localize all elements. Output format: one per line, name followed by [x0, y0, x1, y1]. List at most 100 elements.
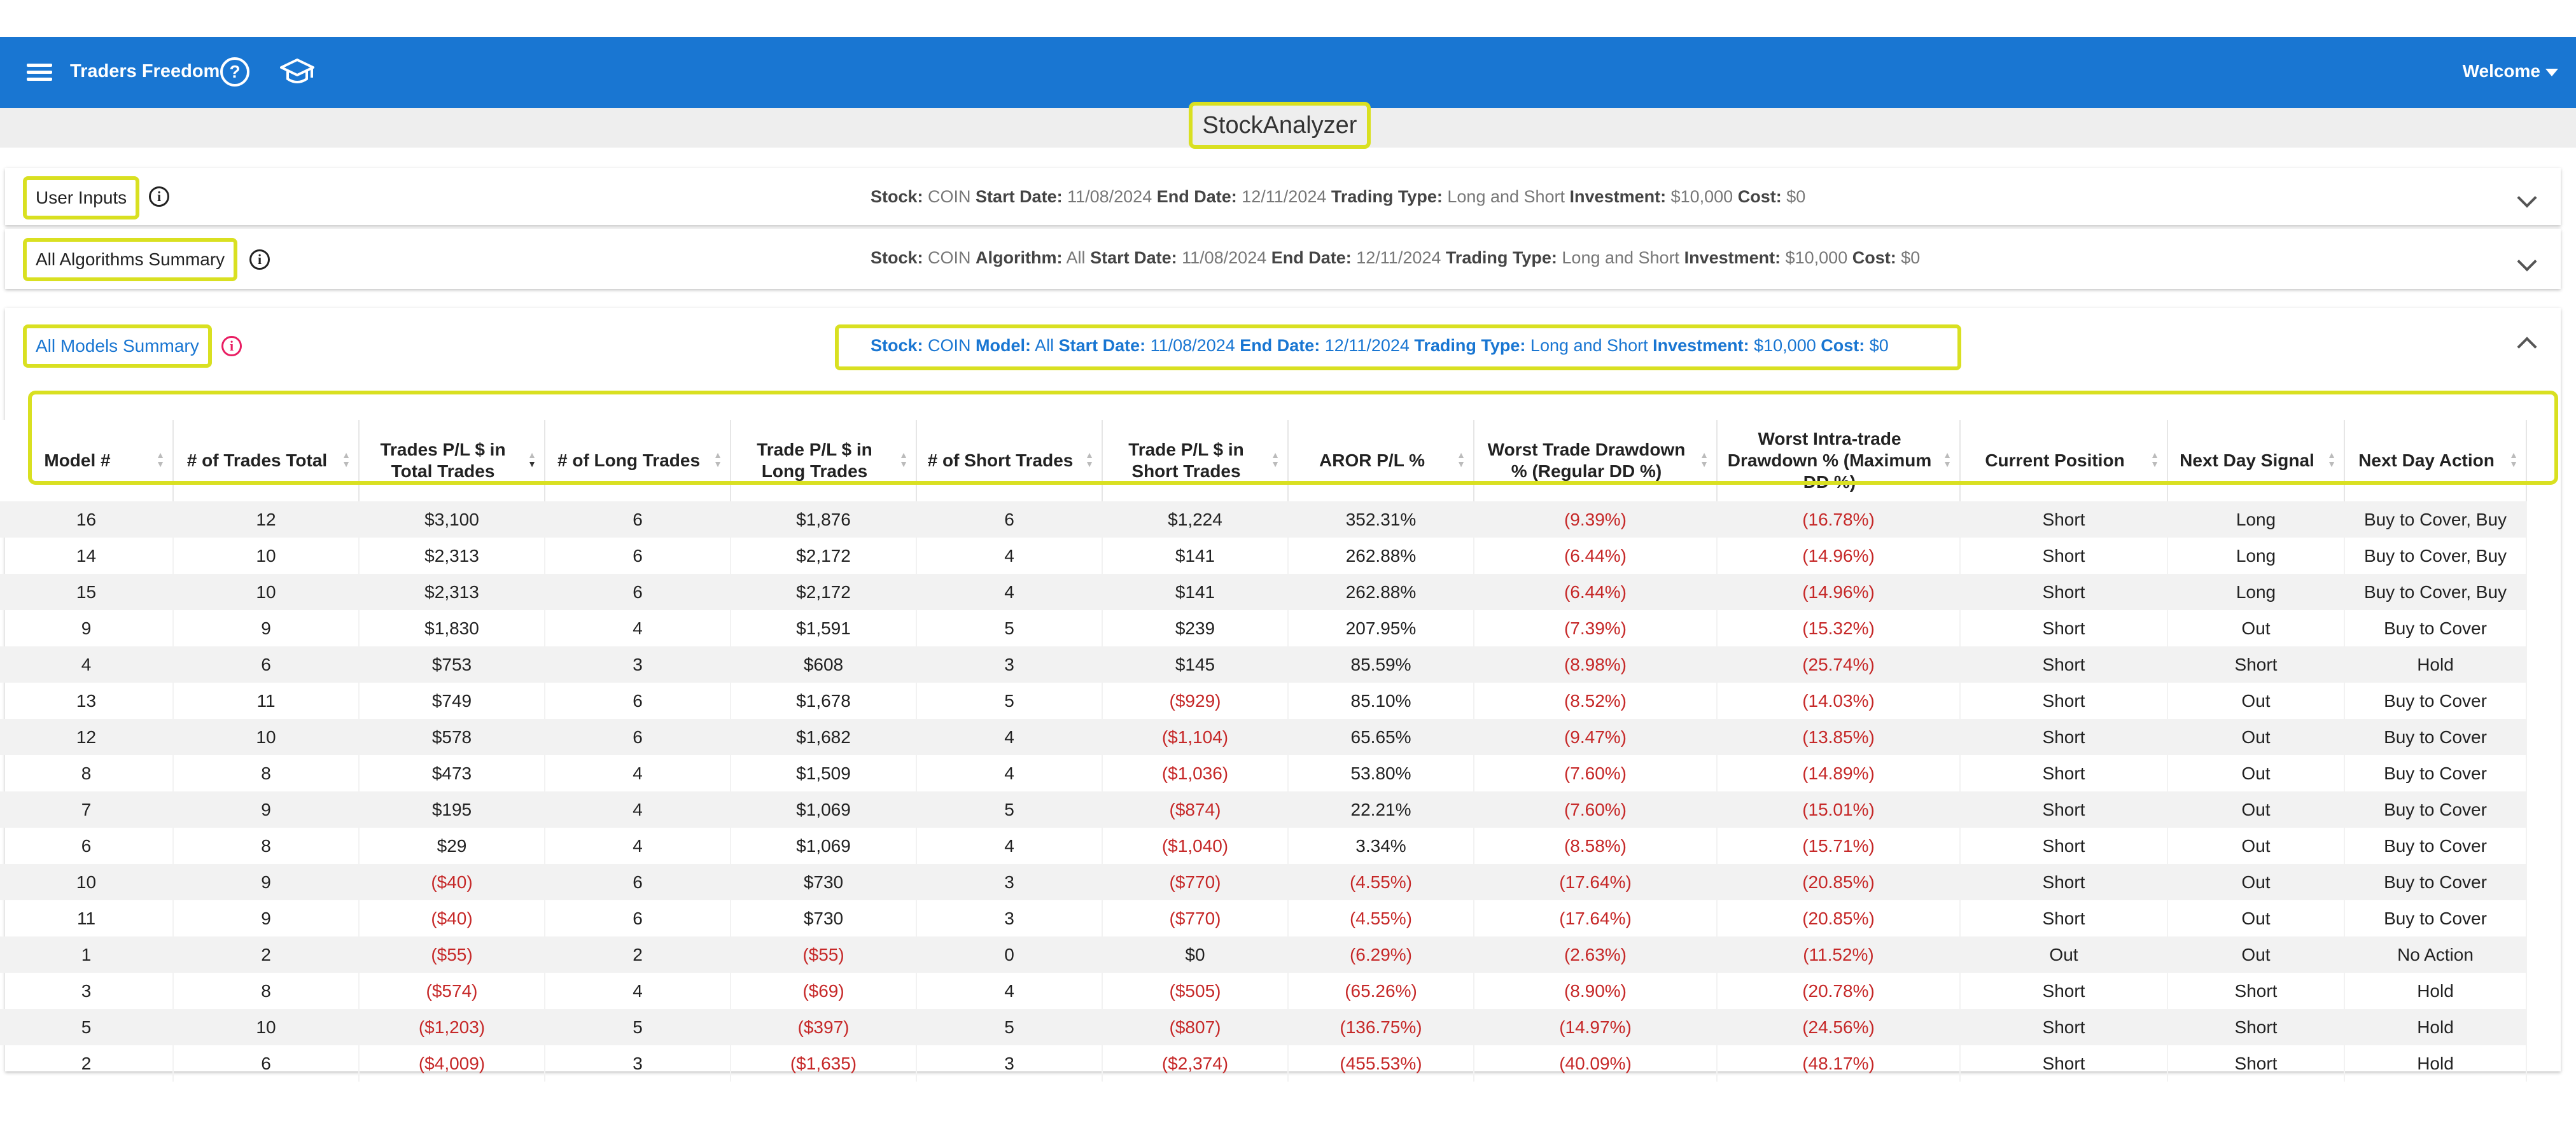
table-row[interactable]: 6 8 $29 4 $1,069 4 ($1,040) 3.34% (8.58%) (15.71%… [0, 828, 2527, 864]
column-header[interactable]: Worst Trade Drawdown % (Regular DD %) ▲ ▼ [1474, 420, 1718, 501]
table-row[interactable]: 4 6 $753 3 $608 3 $145 85.59% (8.98%) (25.74%) Sho… [0, 646, 2527, 683]
graduation-cap-icon[interactable] [280, 56, 314, 88]
welcome-menu[interactable]: Welcome [2463, 61, 2558, 81]
column-header[interactable]: Next Day Action ▲ ▼ [2344, 420, 2527, 501]
table-cell: 9 [173, 864, 360, 900]
sort-icon[interactable]: ▲ ▼ [1271, 450, 1280, 469]
table-cell: $730 [731, 864, 917, 900]
table-row[interactable]: 5 10 ($1,203) 5 ($397) 5 ($807) (136.75%) (14.97… [0, 1009, 2527, 1045]
table-cell: Buy to Cover [2344, 719, 2527, 755]
table-cell: 10 [173, 719, 360, 755]
table-cell: 1 [0, 936, 174, 973]
chevron-down-icon[interactable] [2517, 188, 2537, 208]
column-header[interactable]: Model # ▲ ▼ [0, 420, 174, 501]
algorithms-summary: Stock: COIN Algorithm: All Start Date: 1… [871, 248, 1920, 268]
column-header-label: Trade P/L $ in Long Trades [757, 440, 872, 481]
sort-icon[interactable]: ▲ ▼ [2509, 450, 2518, 469]
sort-icon[interactable]: ▲ ▼ [2327, 450, 2336, 469]
table-cell: No Action [2344, 936, 2527, 973]
models-summary-label[interactable]: All Models Summary [23, 324, 212, 368]
table-cell: 9 [173, 900, 360, 936]
sort-icon[interactable]: ▲ ▼ [342, 450, 351, 469]
column-header[interactable]: Trade P/L $ in Short Trades ▲ ▼ [1102, 420, 1289, 501]
caret-down-icon [2545, 68, 2558, 76]
table-cell: Short [1960, 900, 2168, 936]
table-cell: 3 [545, 646, 731, 683]
column-header[interactable]: # of Long Trades ▲ ▼ [545, 420, 731, 501]
chevron-up-icon[interactable] [2517, 337, 2537, 357]
column-header-label: AROR P/L % [1319, 450, 1425, 470]
sort-icon[interactable]: ▲ ▼ [2150, 450, 2159, 469]
sort-icon[interactable]: ▲ ▼ [899, 450, 908, 469]
column-header[interactable]: Worst Intra-trade Drawdown % (Maximum DD… [1717, 420, 1961, 501]
sort-icon[interactable]: ▲ ▼ [156, 450, 165, 469]
column-header[interactable]: # of Short Trades ▲ ▼ [916, 420, 1103, 501]
chevron-down-icon[interactable] [2517, 251, 2537, 272]
table-cell: Buy to Cover [2344, 828, 2527, 864]
summary-value: $0 [1865, 336, 1889, 355]
sort-icon[interactable]: ▲ ▼ [1457, 450, 1466, 469]
table-row[interactable]: 3 8 ($574) 4 ($69) 4 ($505) (65.26%) (8.90%) (20.… [0, 973, 2527, 1009]
table-row[interactable]: 12 10 $578 6 $1,682 4 ($1,104) 65.65% (9.47%) (13… [0, 719, 2527, 755]
table-row[interactable]: 7 9 $195 4 $1,069 5 ($874) 22.21% (7.60%) (15.01%… [0, 791, 2527, 828]
summary-value: COIN [923, 248, 976, 267]
sort-icon[interactable]: ▲ ▼ [1085, 450, 1094, 469]
table-cell: Buy to Cover, Buy [2344, 501, 2527, 538]
table-row[interactable]: 1 2 ($55) 2 ($55) 0 $0 (6.29%) (2.63%) (11.52%) Ou… [0, 936, 2527, 973]
table-cell: ($4,009) [359, 1045, 545, 1082]
sort-icon[interactable]: ▲ ▼ [528, 450, 536, 469]
info-icon[interactable]: i [221, 336, 242, 356]
table-cell: Hold [2344, 1045, 2527, 1082]
table-row[interactable]: 14 10 $2,313 6 $2,172 4 $141 262.88% (6.44%) (14.… [0, 538, 2527, 574]
sort-icon[interactable]: ▲ ▼ [1700, 450, 1709, 469]
table-cell: 6 [0, 828, 174, 864]
table-cell: $730 [731, 900, 917, 936]
table-cell: (20.78%) [1717, 973, 1961, 1009]
table-cell: ($2,374) [1102, 1045, 1289, 1082]
table-cell: $753 [359, 646, 545, 683]
table-row[interactable]: 16 12 $3,100 6 $1,876 6 $1,224 352.31% (9.39%) (1… [0, 501, 2527, 538]
table-cell: 0 [916, 936, 1103, 973]
algorithms-summary-label[interactable]: All Algorithms Summary [23, 238, 238, 281]
column-header[interactable]: # of Trades Total ▲ ▼ [173, 420, 360, 501]
table-cell: Short [1960, 538, 2168, 574]
menu-icon[interactable] [27, 60, 52, 85]
table-row[interactable]: 15 10 $2,313 6 $2,172 4 $141 262.88% (6.44%) (14.… [0, 574, 2527, 610]
sort-icon[interactable]: ▲ ▼ [713, 450, 722, 469]
user-inputs-label[interactable]: User Inputs [23, 176, 140, 219]
summary-key: Stock: [871, 336, 923, 355]
column-header[interactable]: Next Day Signal ▲ ▼ [2167, 420, 2345, 501]
table-row[interactable]: 11 9 ($40) 6 $730 3 ($770) (4.55%) (17.64%) (20.8… [0, 900, 2527, 936]
help-circle-icon[interactable]: ? [220, 57, 249, 87]
table-cell: (17.64%) [1474, 900, 1718, 936]
table-row[interactable]: 9 9 $1,830 4 $1,591 5 $239 207.95% (7.39%) (15.32… [0, 610, 2527, 646]
table-cell: Short [1960, 610, 2168, 646]
table-cell: (65.26%) [1288, 973, 1474, 1009]
column-header[interactable]: Trade P/L $ in Long Trades ▲ ▼ [731, 420, 917, 501]
table-cell: 13 [0, 683, 174, 719]
info-icon[interactable]: i [249, 249, 270, 270]
table-cell: ($505) [1102, 973, 1289, 1009]
table-row[interactable]: 13 11 $749 6 $1,678 5 ($929) 85.10% (8.52%) (14.0… [0, 683, 2527, 719]
brand-title[interactable]: Traders Freedom [70, 61, 220, 81]
table-cell: 53.80% [1288, 755, 1474, 791]
sort-icon[interactable]: ▲ ▼ [1943, 450, 1952, 469]
table-cell: 262.88% [1288, 538, 1474, 574]
column-header[interactable]: Trades P/L $ in Total Trades ▲ ▼ [359, 420, 545, 501]
table-row[interactable]: 8 8 $473 4 $1,509 4 ($1,036) 53.80% (7.60%) (14.8… [0, 755, 2527, 791]
table-cell: 8 [173, 755, 360, 791]
table-row[interactable]: 2 6 ($4,009) 3 ($1,635) 3 ($2,374) (455.53%) (40… [0, 1045, 2527, 1082]
table-row[interactable]: 10 9 ($40) 6 $730 3 ($770) (4.55%) (17.64%) (20.8… [0, 864, 2527, 900]
table-cell: (16.78%) [1717, 501, 1961, 538]
column-header[interactable]: AROR P/L % ▲ ▼ [1288, 420, 1474, 501]
table-cell: Buy to Cover, Buy [2344, 538, 2527, 574]
table-cell: $3,100 [359, 501, 545, 538]
table-cell: ($1,036) [1102, 755, 1289, 791]
info-icon[interactable]: i [149, 186, 169, 207]
table-cell: 65.65% [1288, 719, 1474, 755]
table-cell: $1,509 [731, 755, 917, 791]
table-cell: 5 [0, 1009, 174, 1045]
table-cell: Buy to Cover [2344, 683, 2527, 719]
app-bar: Traders Freedom ? Welcome [0, 37, 2576, 108]
column-header[interactable]: Current Position ▲ ▼ [1960, 420, 2168, 501]
